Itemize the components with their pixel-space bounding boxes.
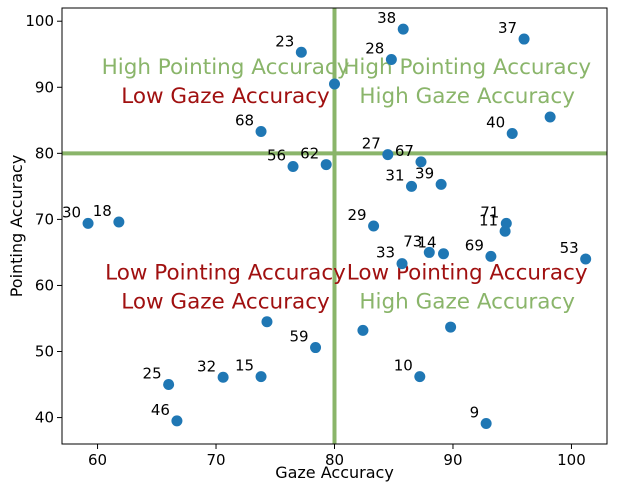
point-label: 23 (275, 32, 294, 50)
y-tick-label: 100 (25, 12, 54, 30)
data-point (113, 216, 125, 228)
data-point (382, 149, 394, 161)
point-label: 18 (93, 202, 112, 220)
point-label: 28 (365, 40, 384, 58)
x-tick-label: 60 (88, 451, 107, 469)
point-label: 10 (394, 357, 413, 375)
data-point (499, 225, 511, 237)
data-point (445, 321, 457, 333)
point-label: 46 (151, 401, 170, 419)
data-point (385, 54, 397, 66)
point-label: 62 (300, 145, 319, 163)
data-point (261, 316, 273, 328)
point-label: 32 (197, 357, 216, 375)
y-tick-label: 50 (35, 343, 54, 361)
point-label: 56 (267, 147, 286, 165)
y-tick-label: 70 (35, 210, 54, 228)
data-point (217, 371, 229, 383)
data-point (415, 156, 427, 168)
data-point (255, 371, 267, 383)
point-label: 31 (385, 166, 404, 184)
point-label: 33 (376, 244, 395, 262)
y-tick-label: 40 (35, 409, 54, 427)
x-axis: 60 70 80 90 100 (88, 444, 586, 469)
x-axis-label: Gaze Accuracy (275, 463, 394, 482)
y-tick-label: 90 (35, 78, 54, 96)
point-label: 59 (289, 328, 308, 346)
quadrant-label-line1: Low Pointing Accuracy (105, 261, 346, 286)
point-label: 53 (560, 239, 579, 257)
quadrant-label-line1: High Pointing Accuracy (343, 55, 591, 80)
data-point (368, 220, 380, 232)
point-label: 25 (143, 365, 162, 383)
quadrant-label-line1: High Pointing Accuracy (102, 55, 350, 80)
point-label: 14 (417, 234, 436, 252)
data-point (580, 253, 592, 265)
data-point (320, 159, 332, 171)
data-point (544, 111, 556, 123)
quadrant-label-line2: Low Gaze Accuracy (121, 84, 330, 109)
x-tick-label: 90 (443, 451, 462, 469)
point-label: 27 (362, 135, 381, 153)
data-point (438, 248, 449, 260)
data-point (163, 379, 175, 391)
y-axis: 40 50 60 70 80 90 100 (25, 12, 62, 427)
data-point (406, 180, 418, 192)
data-point (310, 342, 322, 354)
data-point (485, 250, 497, 262)
point-label: 29 (348, 206, 367, 224)
data-point (357, 324, 369, 336)
y-axis-label: Pointing Accuracy (7, 155, 26, 298)
data-point (295, 46, 307, 58)
point-label: 40 (486, 114, 505, 132)
quadrant-labels: High Pointing Accuracy Low Gaze Accuracy H… (102, 55, 592, 315)
point-label: 67 (395, 142, 414, 160)
data-point (480, 418, 492, 430)
data-point (329, 78, 340, 90)
data-point (255, 126, 267, 138)
data-point (414, 371, 426, 383)
point-label: 15 (235, 357, 254, 375)
point-label: 73 (403, 232, 422, 250)
data-point (435, 178, 447, 190)
point-label: 68 (235, 112, 254, 130)
point-label: 39 (415, 164, 434, 182)
data-point (506, 128, 518, 140)
quadrant-label-line1: Low Pointing Accuracy (347, 261, 588, 286)
point-label: 30 (62, 203, 81, 221)
data-point (171, 415, 183, 427)
point-label: 37 (498, 19, 517, 37)
point-label: 69 (465, 236, 484, 254)
x-tick-label: 70 (206, 451, 225, 469)
data-point (397, 23, 409, 35)
data-point (287, 161, 299, 173)
point-label: 11 (479, 211, 498, 229)
y-tick-label: 60 (35, 276, 54, 294)
data-point (396, 258, 408, 270)
x-tick-label: 80 (325, 451, 344, 469)
quadrant-label-line2: High Gaze Accuracy (359, 84, 575, 109)
point-label: 71 (480, 203, 499, 221)
data-point (82, 217, 94, 229)
y-tick-label: 80 (35, 144, 54, 162)
quadrant-label-line2: Low Gaze Accuracy (121, 290, 330, 315)
plot-frame (61, 7, 608, 445)
point-label: 9 (470, 404, 480, 422)
point-label: 38 (377, 9, 396, 27)
data-point (423, 246, 435, 258)
data-point (518, 33, 530, 45)
x-tick-label: 100 (557, 451, 586, 469)
quadrant-label-line2: High Gaze Accuracy (359, 290, 575, 315)
